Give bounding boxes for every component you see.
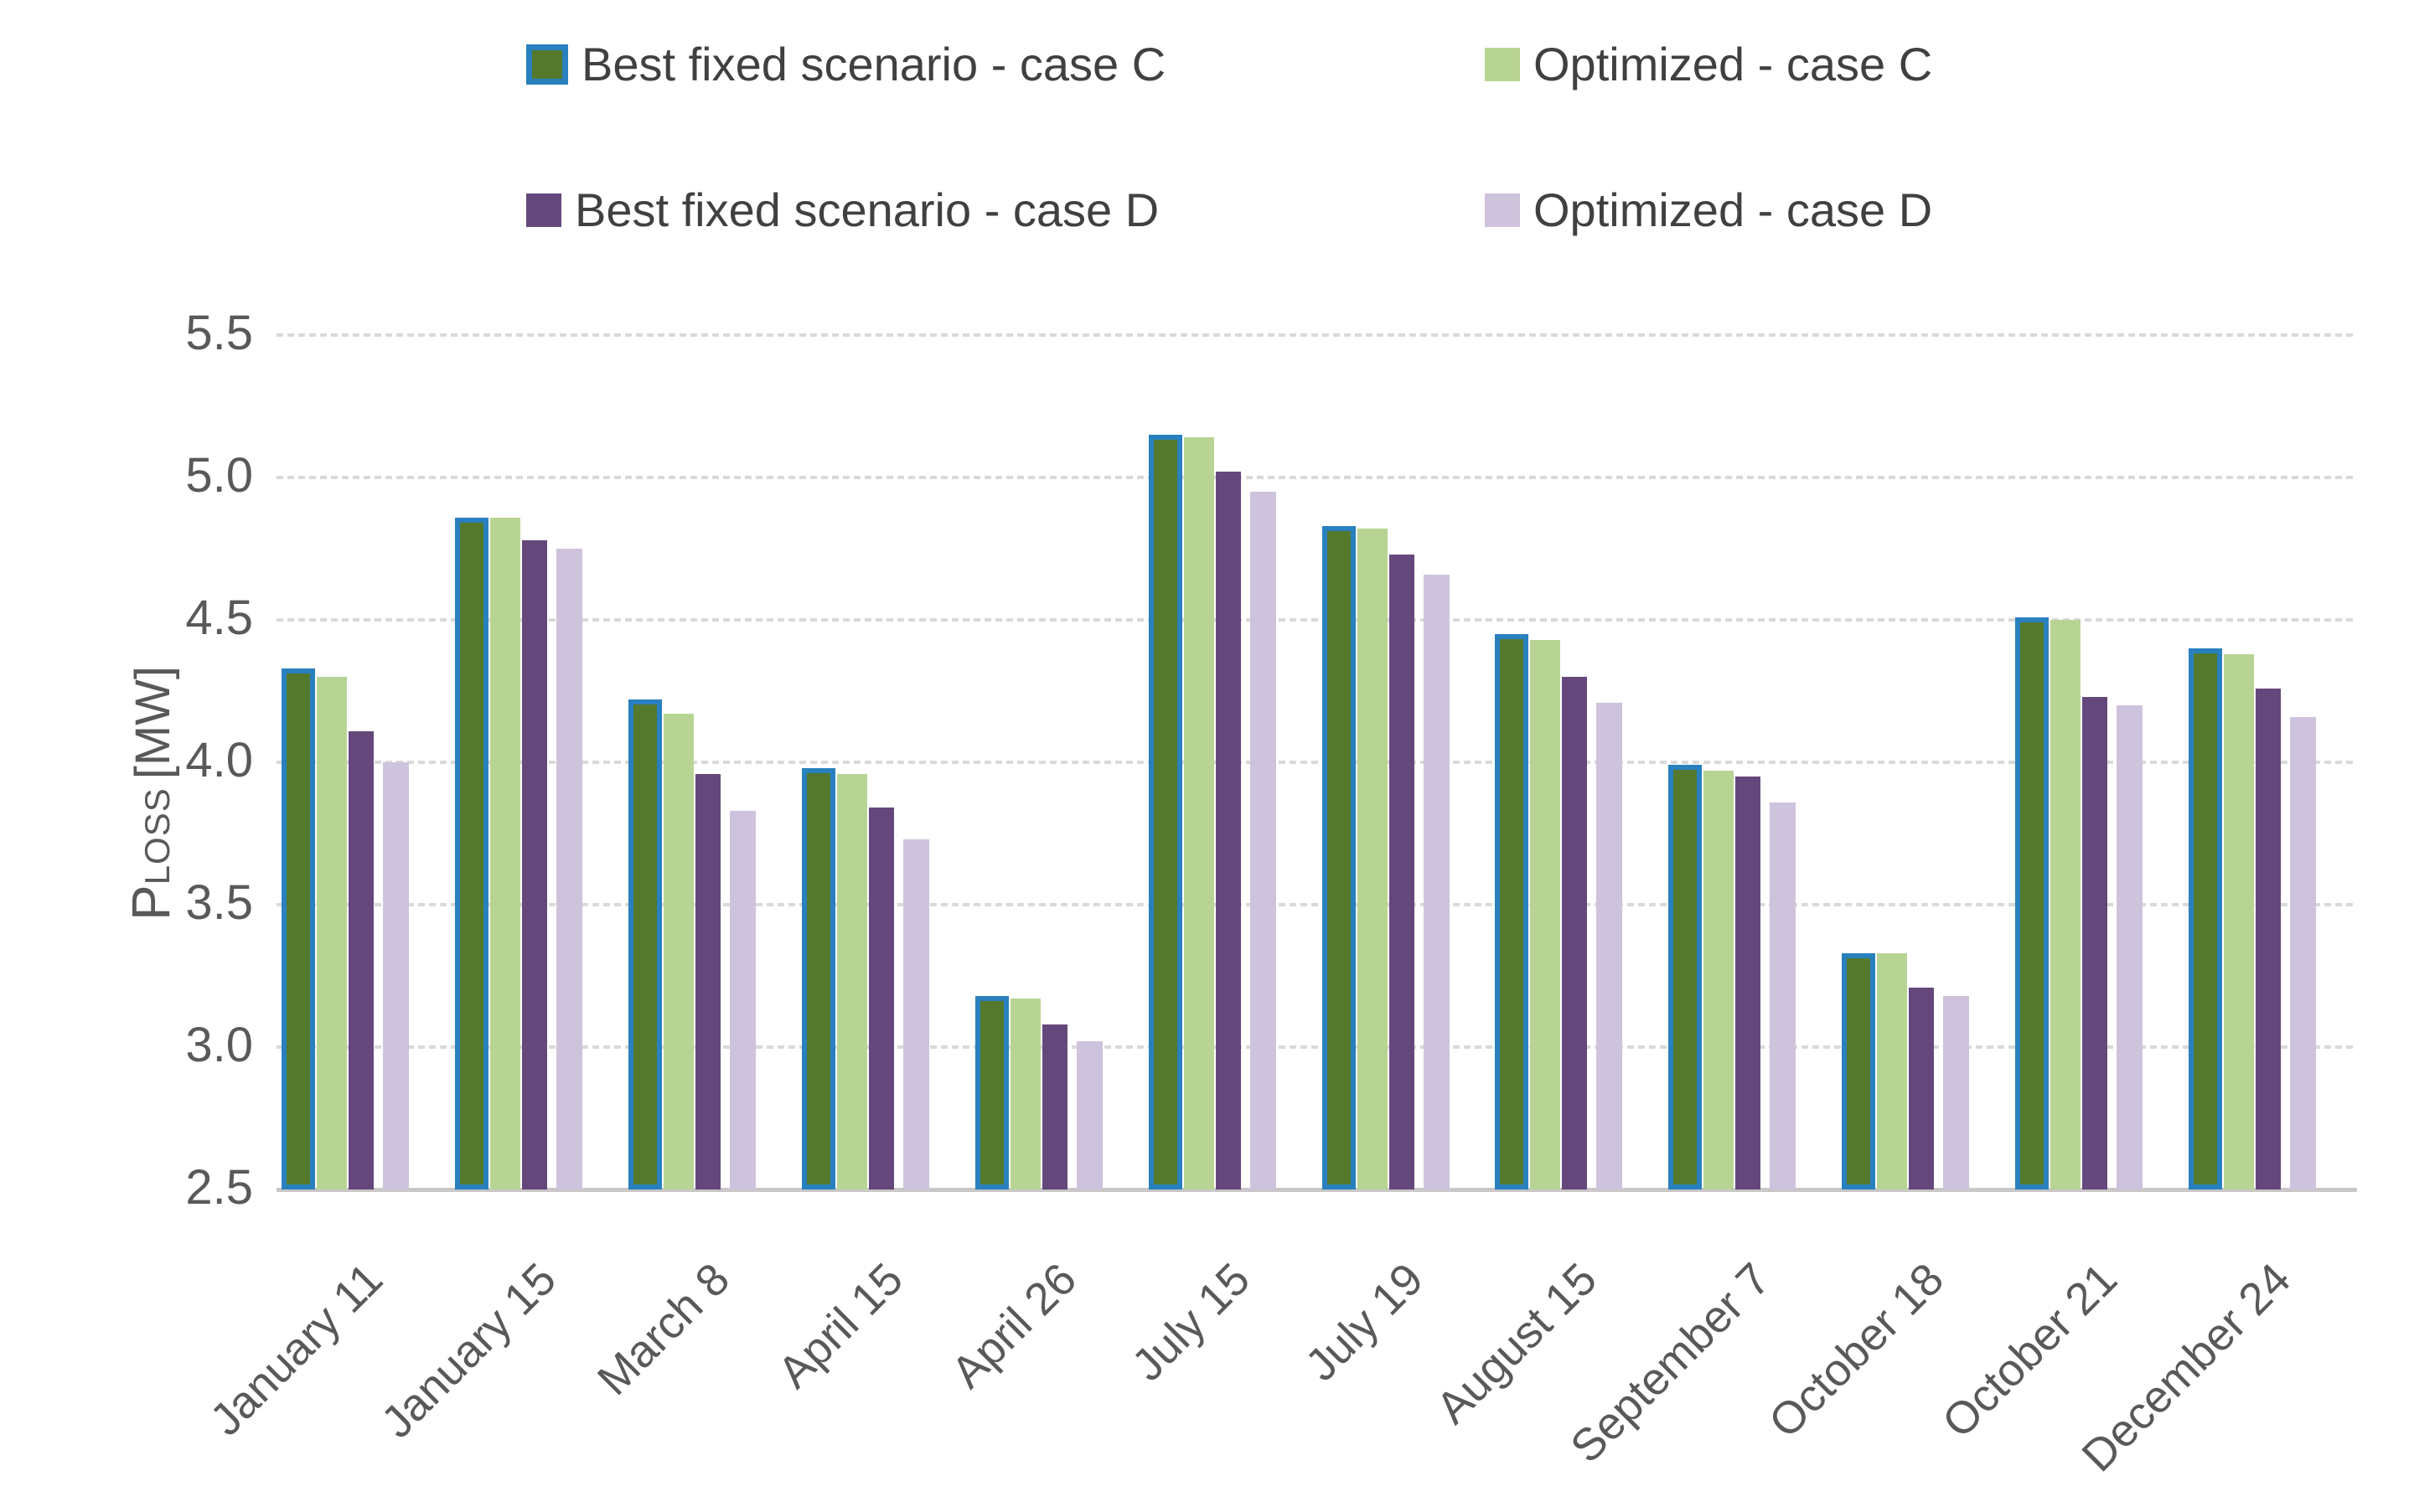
- gridline: [277, 333, 2357, 337]
- bar-optimized-d: [1077, 1041, 1103, 1189]
- legend-swatch-icon: [1485, 47, 1520, 81]
- bar-optimized-d: [1250, 492, 1276, 1189]
- gridline: [277, 761, 2357, 764]
- bar-best-fixed-d: [869, 808, 894, 1189]
- legend-swatch-icon: [526, 193, 561, 227]
- bar-best-fixed-d: [1042, 1024, 1067, 1189]
- bar-best-fixed-d: [2082, 697, 2107, 1189]
- legend-label: Optimized - case C: [1533, 38, 1933, 90]
- bar-optimized-d: [1424, 575, 1450, 1189]
- y-tick-label: 5.0: [185, 448, 253, 503]
- bar-optimized-c: [1877, 953, 1907, 1189]
- bar-best-fixed-c: [2189, 648, 2222, 1189]
- gridline: [277, 476, 2357, 479]
- legend-swatch-icon: [1485, 193, 1520, 227]
- y-axis-title-subscript: LOSS: [137, 787, 178, 885]
- bar-optimized-d: [2290, 717, 2316, 1189]
- bar-best-fixed-c: [628, 699, 662, 1189]
- gridline: [277, 903, 2357, 906]
- x-axis-line: [277, 1188, 2357, 1192]
- bar-best-fixed-d: [1909, 988, 1934, 1189]
- y-tick-label: 2.5: [185, 1160, 253, 1215]
- bar-optimized-d: [556, 549, 582, 1189]
- bar-optimized-d: [1943, 996, 1969, 1189]
- bar-best-fixed-c: [282, 668, 315, 1189]
- bar-optimized-d: [383, 762, 409, 1189]
- y-axis-title-unit: [MW]: [126, 665, 181, 780]
- bar-best-fixed-d: [1216, 472, 1241, 1189]
- bar-best-fixed-d: [522, 540, 547, 1189]
- legend-label: Best fixed scenario - case C: [582, 38, 1166, 90]
- bar-optimized-c: [1357, 529, 1388, 1189]
- bar-best-fixed-c: [1322, 526, 1356, 1189]
- legend-label: Best fixed scenario - case D: [575, 183, 1160, 236]
- bar-optimized-d: [1596, 703, 1622, 1189]
- bar-best-fixed-c: [1149, 435, 1182, 1189]
- bar-optimized-c: [1184, 437, 1214, 1189]
- bar-optimized-c: [837, 774, 867, 1189]
- bar-optimized-c: [490, 518, 520, 1189]
- gridline: [277, 618, 2357, 622]
- bar-best-fixed-c: [1842, 953, 1875, 1189]
- y-tick-label: 4.5: [185, 591, 253, 645]
- bar-best-fixed-c: [455, 518, 488, 1189]
- bar-optimized-c: [1530, 640, 1560, 1189]
- bar-best-fixed-c: [1495, 634, 1528, 1189]
- bar-optimized-d: [903, 839, 929, 1189]
- y-axis-title: P LOSS [MW]: [120, 666, 182, 921]
- bar-best-fixed-d: [1389, 555, 1414, 1189]
- legend-item-best-fixed-c: Best fixed scenario - case C: [526, 37, 1166, 91]
- y-tick-label: 3.5: [185, 875, 253, 930]
- legend-item-optimized-d: Optimized - case D: [1485, 183, 1932, 237]
- bar-best-fixed-c: [1668, 765, 1702, 1189]
- y-tick-label: 5.5: [185, 306, 253, 360]
- bar-best-fixed-d: [1562, 677, 1587, 1189]
- y-tick-label: 3.0: [185, 1018, 253, 1072]
- legend-swatch-icon: [526, 44, 568, 85]
- bar-best-fixed-d: [349, 731, 374, 1189]
- bar-best-fixed-c: [802, 768, 835, 1189]
- gridline: [277, 1045, 2357, 1049]
- bar-optimized-c: [664, 714, 694, 1189]
- bar-optimized-c: [1703, 771, 1734, 1189]
- bar-optimized-d: [1770, 802, 1796, 1189]
- bar-optimized-d: [2117, 705, 2143, 1189]
- bar-best-fixed-d: [1735, 777, 1760, 1189]
- legend-item-best-fixed-d: Best fixed scenario - case D: [526, 183, 1159, 237]
- bar-best-fixed-d: [2256, 689, 2281, 1189]
- bar-optimized-c: [317, 677, 347, 1189]
- bar-best-fixed-c: [975, 996, 1009, 1189]
- legend-label: Optimized - case D: [1533, 183, 1933, 236]
- bar-best-fixed-c: [2015, 617, 2049, 1189]
- bar-optimized-c: [2050, 620, 2081, 1189]
- y-tick-label: 4.0: [185, 733, 253, 787]
- bar-optimized-d: [730, 811, 756, 1189]
- bar-best-fixed-d: [695, 774, 721, 1189]
- bar-optimized-c: [2224, 654, 2254, 1189]
- bar-optimized-c: [1011, 999, 1041, 1189]
- legend-item-optimized-c: Optimized - case C: [1485, 37, 1932, 91]
- y-axis-title-symbol: P: [121, 885, 182, 921]
